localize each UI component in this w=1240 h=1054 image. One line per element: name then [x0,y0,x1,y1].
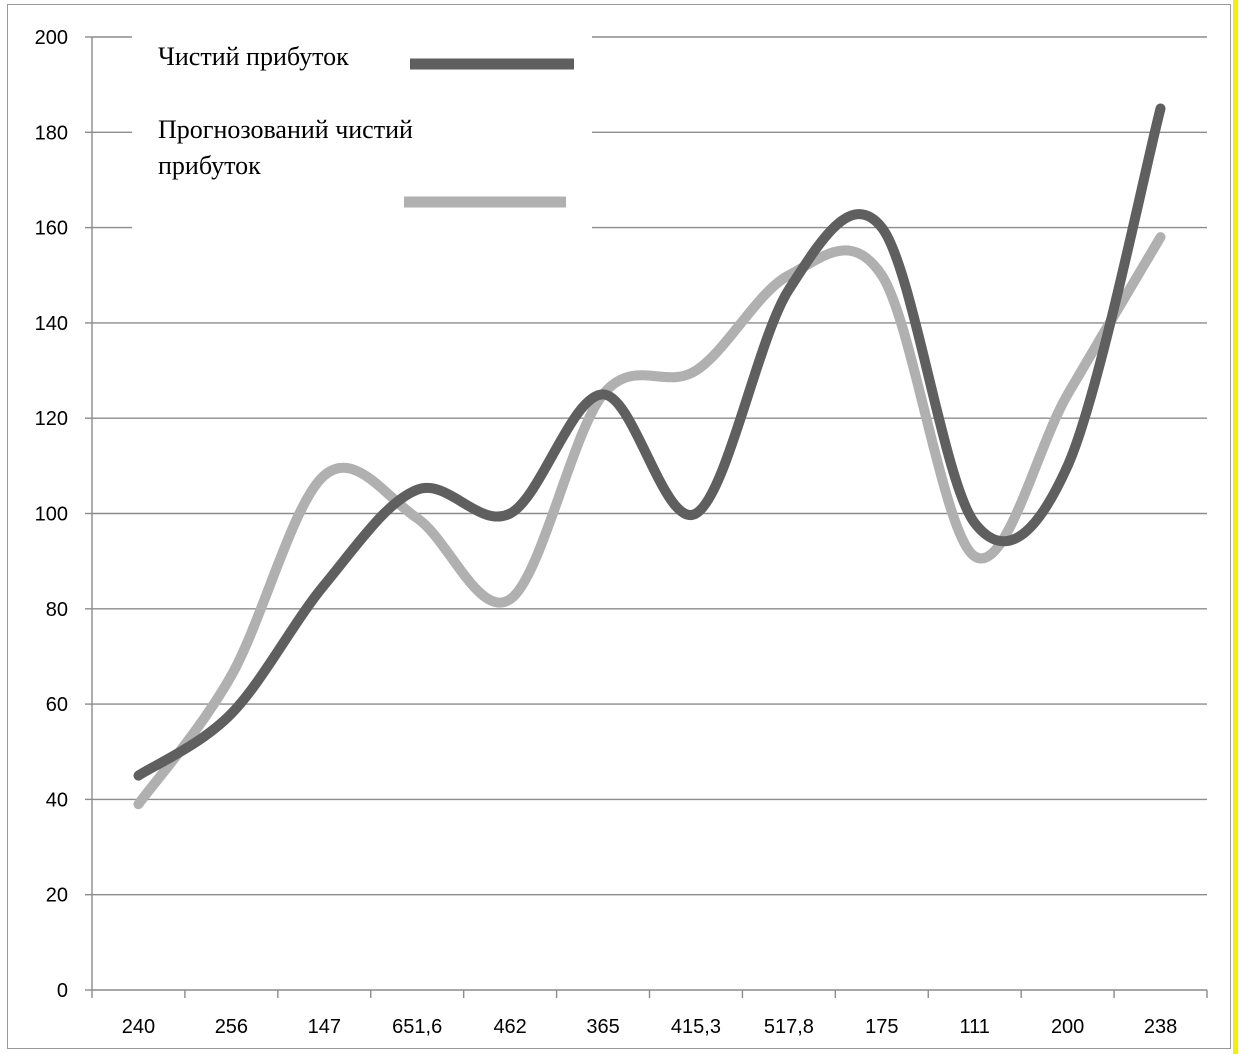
x-tick-label: 200 [1051,1016,1084,1038]
y-tick-label: 40 [46,789,68,811]
x-tick-label: 365 [586,1016,619,1038]
series-lines [133,103,1166,810]
y-tick-label: 100 [35,504,68,526]
x-tick-label: 517,8 [764,1016,814,1038]
y-tick-label: 180 [35,122,68,144]
y-tick-label: 120 [35,408,68,430]
legend-label-series-1: Чистий прибуток [158,42,349,71]
y-tick-label: 0 [57,980,68,1002]
y-tick-label: 140 [35,313,68,335]
x-tick-label: 415,3 [671,1016,721,1038]
y-axis-tick-labels: 0 20 40 60 80 100 120 140 160 180 200 [35,27,68,1002]
x-tick-label: 111 [960,1016,990,1038]
x-tick-label: 256 [215,1016,248,1038]
legend-label-series-2-line-1: Прогнозований чистий [158,115,413,144]
x-tick-label: 238 [1144,1016,1177,1038]
x-tick-label: 147 [308,1016,341,1038]
axes [85,36,1208,998]
right-accent-bar [1233,0,1238,1054]
y-tick-label: 160 [35,218,68,240]
legend-label-series-2-line-2: прибуток [158,151,261,180]
legend: Чистий прибуток Прогнозований чистий при… [132,24,592,234]
y-tick-label: 80 [46,599,68,621]
x-axis-tick-labels: 240 256 147 651,6 462 365 415,3 517,8 175 111 200 2… [122,1016,1177,1038]
x-tick-label: 240 [122,1016,155,1038]
x-tick-label: 651,6 [392,1016,442,1038]
y-tick-label: 60 [46,694,68,716]
x-tick-label: 175 [865,1016,898,1038]
series-line-2 [133,232,1166,810]
y-tick-label: 200 [35,27,68,49]
x-tick-label: 462 [493,1016,526,1038]
y-tick-label: 20 [46,885,68,907]
